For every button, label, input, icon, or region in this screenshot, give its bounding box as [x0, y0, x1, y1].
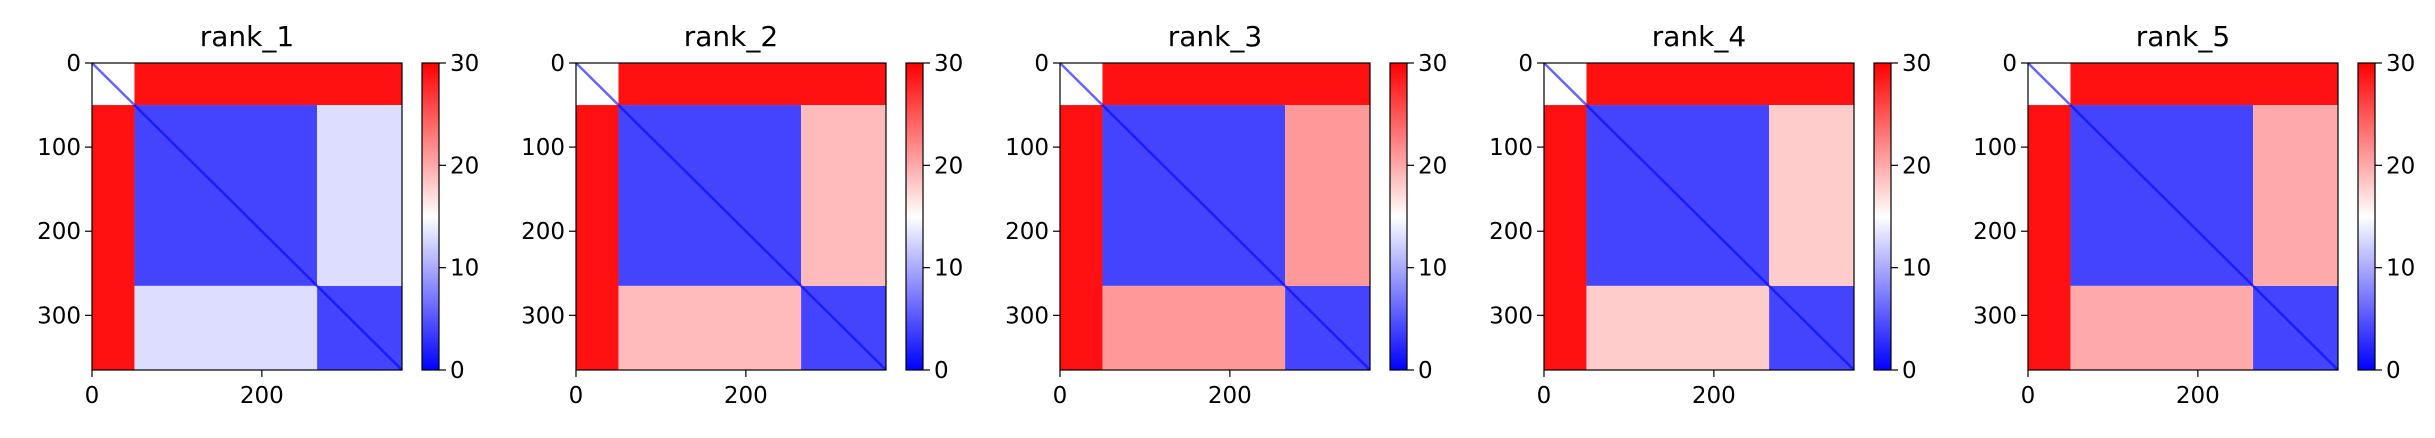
- colorbar: [1873, 62, 1892, 371]
- y-tick-label: 300: [1489, 303, 1533, 329]
- y-tick-label: 0: [2002, 51, 2017, 77]
- y-tick-label: 0: [66, 51, 81, 77]
- colorbar-tick-label: 10: [934, 256, 963, 282]
- axes-frame: [1059, 62, 1371, 371]
- heatmap-block: [1102, 285, 1286, 370]
- colorbar-tick-label: 0: [1902, 358, 1917, 384]
- heatmap-block: [2070, 285, 2254, 370]
- heatmap-block: [2028, 105, 2071, 370]
- x-tick-label: 200: [724, 383, 768, 409]
- y-tick-label: 300: [1005, 303, 1049, 329]
- x-tick-label: 200: [2176, 383, 2220, 409]
- colorbar: [421, 62, 440, 371]
- colorbar-tick-label: 20: [450, 153, 479, 179]
- colorbar-tick-label: 20: [1418, 153, 1447, 179]
- y-tick-label: 100: [37, 135, 81, 161]
- panel-title: rank_2: [684, 20, 778, 53]
- panel-title: rank_4: [1652, 20, 1746, 53]
- colorbar-tick-label: 30: [1902, 51, 1931, 77]
- heatmap-panel-4: rank_4 0 100 200 300 0 200 0 10 20 30: [1489, 20, 1931, 409]
- colorbar-tick-label: 30: [1418, 51, 1447, 77]
- colorbar-tick-label: 20: [934, 153, 963, 179]
- y-tick-label: 100: [1489, 135, 1533, 161]
- heatmap-diagonal: [1543, 62, 1855, 371]
- y-tick-label: 200: [1973, 219, 2017, 245]
- axes-frame: [1543, 62, 1855, 371]
- x-tick-label: 0: [1537, 383, 1552, 409]
- colorbar-tick-label: 20: [2386, 153, 2415, 179]
- axes-frame: [575, 62, 887, 371]
- y-tick-label: 200: [521, 219, 565, 245]
- y-tick-label: 0: [1034, 51, 1049, 77]
- heatmap-diagonal: [575, 62, 887, 371]
- panel-title: rank_5: [2136, 20, 2230, 53]
- y-tick-label: 100: [1973, 135, 2017, 161]
- heatmap-block: [1060, 105, 1103, 370]
- y-tick-label: 300: [1973, 303, 2017, 329]
- x-tick-label: 0: [1053, 383, 1068, 409]
- heatmap-block: [92, 105, 135, 370]
- colorbar-tick-label: 10: [2386, 256, 2415, 282]
- axes-frame: [2027, 62, 2339, 371]
- x-tick-label: 200: [1692, 383, 1736, 409]
- heatmap-block: [618, 285, 802, 370]
- axes-frame: [91, 62, 403, 371]
- heatmap-block: [1586, 63, 1854, 106]
- colorbar-tick-label: 0: [2386, 358, 2401, 384]
- y-tick-label: 100: [1005, 135, 1049, 161]
- y-tick-label: 300: [37, 303, 81, 329]
- colorbar-tick-label: 30: [450, 51, 479, 77]
- heatmap-block: [1769, 105, 1854, 286]
- x-tick-label: 200: [1208, 383, 1252, 409]
- heatmap-block: [317, 105, 402, 286]
- colorbar-tick-label: 30: [2386, 51, 2415, 77]
- colorbar-tick-label: 10: [450, 256, 479, 282]
- panel-title: rank_1: [200, 20, 294, 53]
- colorbar-tick-label: 10: [1418, 256, 1447, 282]
- x-tick-label: 0: [85, 383, 100, 409]
- colorbar-tick-label: 0: [1418, 358, 1433, 384]
- heatmap-diagonal: [2027, 62, 2339, 371]
- x-tick-label: 0: [2021, 383, 2036, 409]
- colorbar: [905, 62, 924, 371]
- heatmap-diagonal: [91, 62, 403, 371]
- heatmap-panel-3: rank_3 0 100 200 300 0 200 0 10 20 30: [1005, 20, 1447, 409]
- colorbar-tick-label: 30: [934, 51, 963, 77]
- colorbar-tick-label: 0: [934, 358, 949, 384]
- heatmap-block: [1586, 285, 1770, 370]
- heatmap-block: [134, 285, 318, 370]
- colorbar: [2357, 62, 2376, 371]
- heatmap-block: [1544, 105, 1587, 370]
- heatmap-block: [576, 105, 619, 370]
- y-tick-label: 0: [550, 51, 565, 77]
- heatmap-block: [2070, 63, 2338, 106]
- colorbar-tick-label: 20: [1902, 153, 1931, 179]
- heatmap-block: [2253, 105, 2338, 286]
- colorbar: [1389, 62, 1408, 371]
- heatmap-block: [1102, 63, 1370, 106]
- y-tick-label: 200: [37, 219, 81, 245]
- heatmap-panel-2: rank_2 0 100 200 300 0 200 0 10 20 30: [521, 20, 963, 409]
- heatmap-panel-1: rank_1 0 100 200 300 0 200 0 10 20 30: [37, 20, 479, 409]
- heatmap-block: [1285, 105, 1370, 286]
- x-tick-label: 0: [569, 383, 584, 409]
- x-tick-label: 200: [240, 383, 284, 409]
- panel-title: rank_3: [1168, 20, 1262, 53]
- y-tick-label: 300: [521, 303, 565, 329]
- colorbar-tick-label: 10: [1902, 256, 1931, 282]
- y-tick-label: 200: [1005, 219, 1049, 245]
- heatmap-panel-5: rank_5 0 100 200 300 0 200 0 10 20 30: [1973, 20, 2415, 409]
- heatmap-block: [134, 63, 402, 106]
- heatmap-diagonal: [1059, 62, 1371, 371]
- colorbar-tick-label: 0: [450, 358, 465, 384]
- y-tick-label: 200: [1489, 219, 1533, 245]
- heatmap-block: [618, 63, 886, 106]
- y-tick-label: 100: [521, 135, 565, 161]
- y-tick-label: 0: [1518, 51, 1533, 77]
- heatmap-block: [801, 105, 886, 286]
